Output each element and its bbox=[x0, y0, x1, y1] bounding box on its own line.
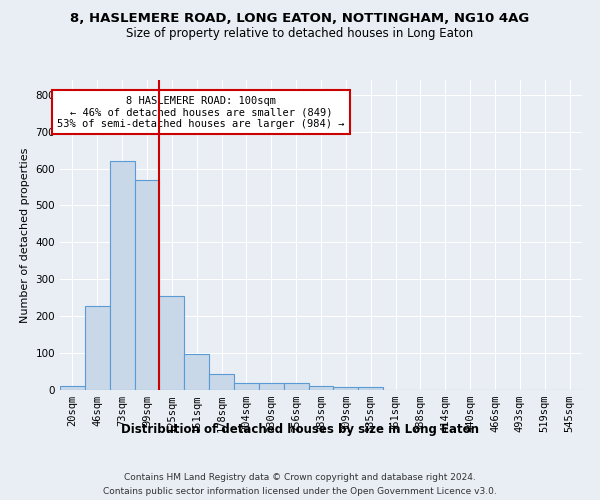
Bar bbox=[308, 386, 334, 390]
Bar bbox=[284, 382, 308, 390]
Bar bbox=[134, 180, 160, 390]
Text: Distribution of detached houses by size in Long Eaton: Distribution of detached houses by size … bbox=[121, 422, 479, 436]
Bar bbox=[160, 296, 184, 390]
Bar bbox=[334, 388, 358, 390]
Bar bbox=[358, 388, 383, 390]
Y-axis label: Number of detached properties: Number of detached properties bbox=[20, 148, 30, 322]
Bar bbox=[60, 386, 85, 390]
Text: Contains public sector information licensed under the Open Government Licence v3: Contains public sector information licen… bbox=[103, 488, 497, 496]
Bar bbox=[184, 354, 209, 390]
Text: Contains HM Land Registry data © Crown copyright and database right 2024.: Contains HM Land Registry data © Crown c… bbox=[124, 472, 476, 482]
Text: 8 HASLEMERE ROAD: 100sqm
← 46% of detached houses are smaller (849)
53% of semi-: 8 HASLEMERE ROAD: 100sqm ← 46% of detach… bbox=[57, 96, 344, 128]
Bar bbox=[110, 161, 134, 390]
Bar bbox=[209, 374, 234, 390]
Bar bbox=[85, 306, 110, 390]
Bar bbox=[259, 382, 284, 390]
Bar bbox=[234, 382, 259, 390]
Text: 8, HASLEMERE ROAD, LONG EATON, NOTTINGHAM, NG10 4AG: 8, HASLEMERE ROAD, LONG EATON, NOTTINGHA… bbox=[70, 12, 530, 26]
Text: Size of property relative to detached houses in Long Eaton: Size of property relative to detached ho… bbox=[127, 28, 473, 40]
